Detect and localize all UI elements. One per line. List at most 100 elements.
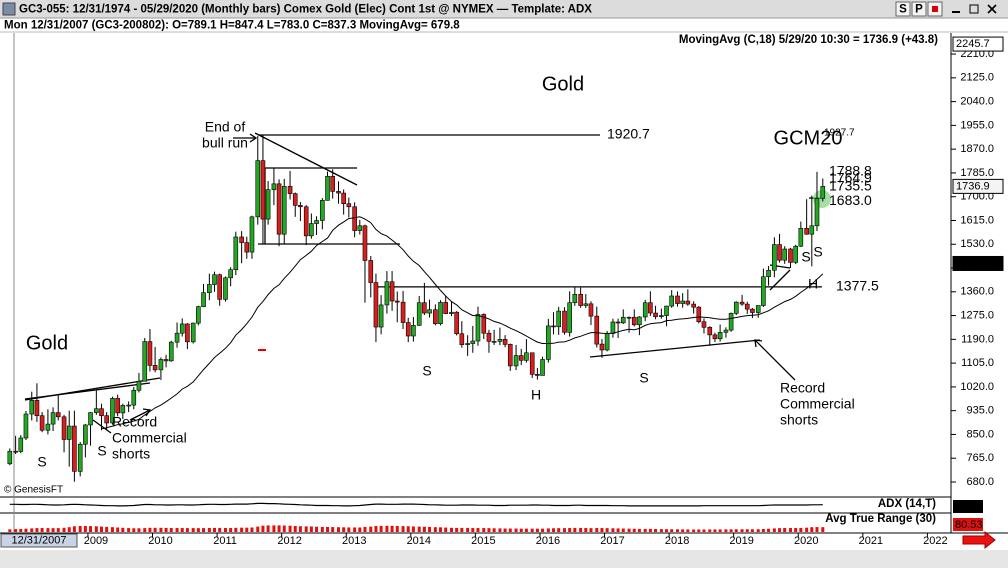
s-button-label[interactable]: S — [899, 4, 907, 16]
candle-body — [255, 160, 261, 218]
atr-bar — [681, 529, 685, 532]
annotation: S — [639, 370, 648, 386]
indicator-label: ADX (14,T) — [878, 498, 936, 510]
atr-bar — [482, 528, 486, 532]
candle-body — [772, 244, 777, 271]
atr-bar — [724, 529, 728, 532]
candle-body — [535, 374, 540, 376]
atr-bar — [686, 529, 690, 532]
atr-bar — [783, 528, 787, 532]
scroll-bar[interactable] — [0, 550, 1008, 568]
close-button[interactable] — [987, 4, 997, 14]
atr-bar — [110, 527, 114, 532]
candle-body — [717, 332, 723, 340]
price-callout: 1788.8 — [829, 163, 872, 179]
atr-bar — [358, 527, 362, 532]
date-box — [0, 533, 78, 548]
candle-body — [207, 284, 212, 293]
atr-bar — [428, 526, 432, 532]
candle-body — [120, 405, 126, 414]
price-callout: 1764.9 — [829, 169, 872, 185]
atr-bar — [137, 528, 141, 532]
annotation: GCM20 — [774, 127, 843, 149]
window-title: GC3-055: 12/31/1974 - 05/29/2020 (Monthl… — [19, 4, 592, 16]
title-bar — [0, 0, 1008, 18]
atr-bar — [143, 528, 147, 532]
atr-bar — [164, 527, 168, 532]
candle-body — [303, 206, 309, 237]
arrow — [129, 408, 152, 421]
atr-bar — [611, 528, 615, 532]
candle-body — [7, 450, 13, 465]
y-tick-label: 1020.0 — [960, 381, 994, 393]
axis-marker-box — [952, 36, 1004, 52]
candle-body — [131, 389, 137, 406]
annotation: bull run — [202, 135, 248, 151]
atr-bar — [234, 527, 238, 532]
atr-bar — [185, 528, 189, 532]
atr-bar — [14, 529, 18, 532]
atr-bar — [713, 529, 717, 532]
candle-body — [696, 306, 702, 323]
atr-bar — [524, 528, 528, 532]
atr-bar — [46, 528, 50, 532]
candle-body — [158, 359, 164, 371]
candle-body — [416, 302, 422, 326]
restore-button[interactable] — [969, 4, 979, 14]
s-button[interactable] — [895, 1, 911, 17]
candle-body — [320, 200, 325, 221]
candle-body — [620, 316, 626, 324]
atr-bar — [105, 526, 109, 532]
candle-body — [50, 412, 56, 425]
candle-body — [481, 314, 487, 334]
candle-body — [77, 443, 83, 472]
candle-body — [723, 329, 729, 333]
candle-body — [411, 325, 416, 337]
candle-body — [325, 175, 330, 201]
candle-body — [691, 303, 696, 308]
scroll-right-arrow[interactable] — [962, 530, 996, 550]
atr-bar — [336, 527, 340, 532]
atr-bar — [460, 527, 464, 532]
candles — [7, 134, 826, 482]
atr-bar — [202, 528, 206, 532]
atr-bar — [19, 529, 23, 532]
candle-body — [513, 355, 519, 367]
candle-body — [594, 315, 600, 345]
candle-body — [804, 228, 809, 235]
atr-bar — [331, 527, 335, 532]
candle-body — [281, 186, 287, 235]
p-button-label[interactable]: P — [915, 4, 923, 16]
p-button[interactable] — [911, 1, 927, 17]
candle-body — [475, 314, 481, 342]
x-tick-label: 2010 — [148, 535, 172, 547]
candle-body — [136, 381, 142, 391]
candle-body — [659, 315, 664, 317]
candle-body — [739, 301, 745, 305]
atr-bar — [175, 528, 179, 532]
candle-body — [777, 244, 782, 261]
atr-bar — [439, 527, 443, 532]
date-box-label: 12/31/2007 — [11, 534, 66, 546]
atr-bar — [304, 526, 308, 532]
atr-bar — [643, 528, 647, 532]
legend-entry: MovingAvg (C,18) 5/29/20 10:30 = 1736.9 … — [679, 34, 938, 46]
x-tick-label: 2022 — [923, 535, 947, 547]
atr-bar — [83, 526, 87, 532]
atr-bar — [466, 527, 470, 532]
atr-bar — [89, 526, 93, 532]
annotation: Gold — [26, 332, 68, 354]
adx-line — [9, 502, 823, 507]
candle-body — [389, 281, 395, 302]
candle-body — [507, 344, 513, 367]
bar-info: Mon 12/31/2007 (GC3-200802): O=789.1 H=8… — [4, 20, 460, 32]
atr-bar — [422, 526, 426, 532]
price-callout: 1735.5 — [829, 177, 872, 193]
atr-bar — [492, 528, 496, 532]
atr-bar — [374, 526, 378, 532]
annotation: S — [813, 244, 822, 260]
annotation: S — [37, 454, 46, 470]
annotation: shorts — [780, 412, 818, 428]
